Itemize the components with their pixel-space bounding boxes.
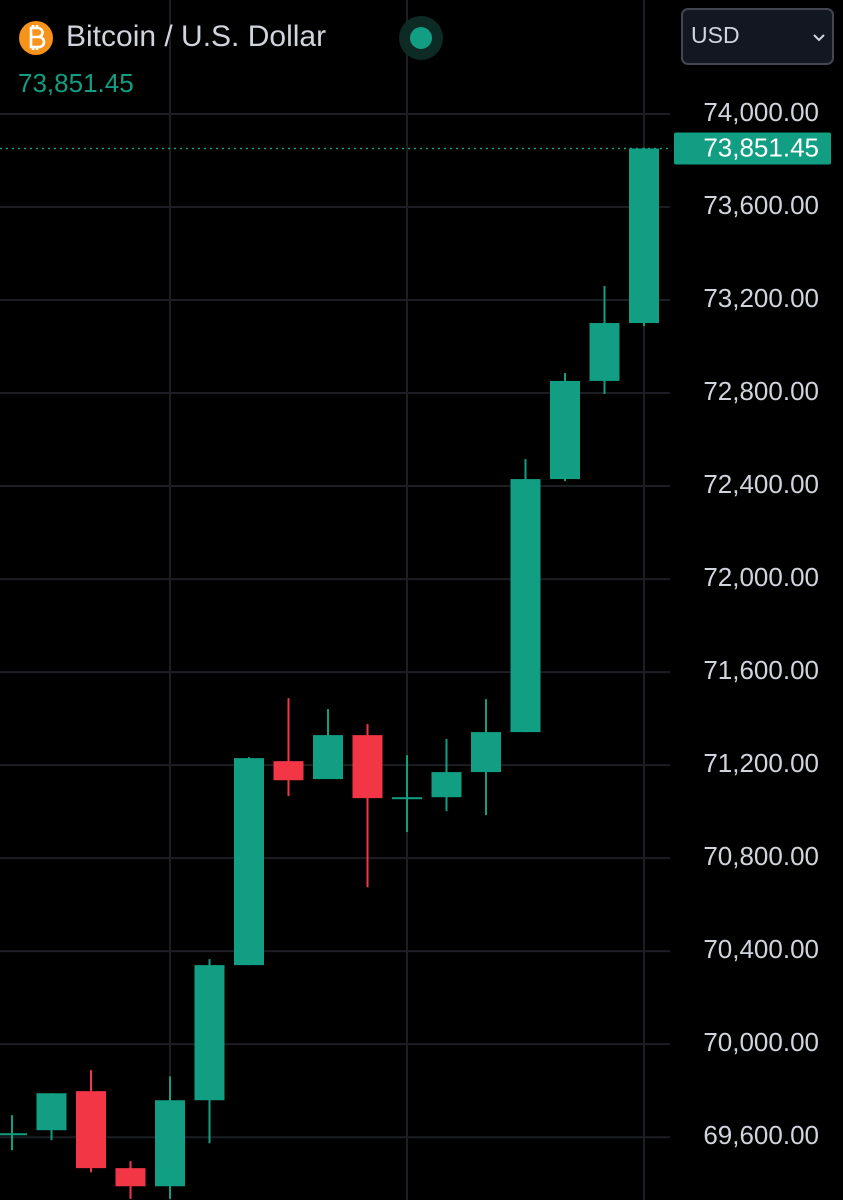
y-tick-label: 70,400.00 <box>703 934 819 964</box>
last-price: 73,851.45 <box>18 68 134 98</box>
candle-body <box>471 732 501 773</box>
dropdown-label[interactable]: USD <box>691 22 740 48</box>
y-tick-label: 71,200.00 <box>703 748 819 778</box>
candle-body <box>589 323 620 381</box>
candle-body <box>36 1093 67 1131</box>
candle-body <box>76 1091 106 1169</box>
dropdown-box[interactable] <box>681 8 834 65</box>
header: Bitcoin / U.S. Dollar 73,851.45 USD <box>18 8 834 98</box>
price-label-box <box>674 132 831 165</box>
candle-body <box>0 1133 27 1136</box>
chart-title: Bitcoin / U.S. Dollar <box>66 20 326 53</box>
candle-body <box>431 772 462 798</box>
y-tick-label: 74,000.00 <box>703 97 819 127</box>
y-tick-label: 73,600.00 <box>703 190 819 220</box>
y-tick-label: 70,000.00 <box>703 1027 819 1057</box>
y-tick-label: 72,800.00 <box>703 376 819 406</box>
candles <box>0 147 672 1199</box>
dropdown-chevron[interactable] <box>813 34 825 42</box>
candle-body <box>510 479 541 733</box>
y-tick-label: 69,600.00 <box>703 1120 819 1150</box>
candle-body <box>155 1100 185 1187</box>
y-tick-label: 73,200.00 <box>703 283 819 313</box>
candle-body <box>629 148 659 324</box>
candle-body <box>352 735 383 799</box>
currency-dropdown[interactable]: USD <box>681 8 834 65</box>
candle-body <box>392 797 422 800</box>
candle-body <box>550 380 580 480</box>
status-dot <box>410 27 432 49</box>
candle-body <box>194 965 225 1101</box>
price-label: 73,851.45 <box>703 132 819 162</box>
bitcoin-glyph <box>29 25 46 50</box>
candle-body <box>234 758 264 966</box>
candle-body <box>115 1168 146 1187</box>
y-tick-label: 70,800.00 <box>703 841 819 871</box>
candle-body <box>313 735 343 780</box>
y-tick-label: 72,000.00 <box>703 562 819 592</box>
candle-body <box>273 761 304 781</box>
y-tick-label: 71,600.00 <box>703 655 819 685</box>
y-tick-label: 72,400.00 <box>703 469 819 499</box>
